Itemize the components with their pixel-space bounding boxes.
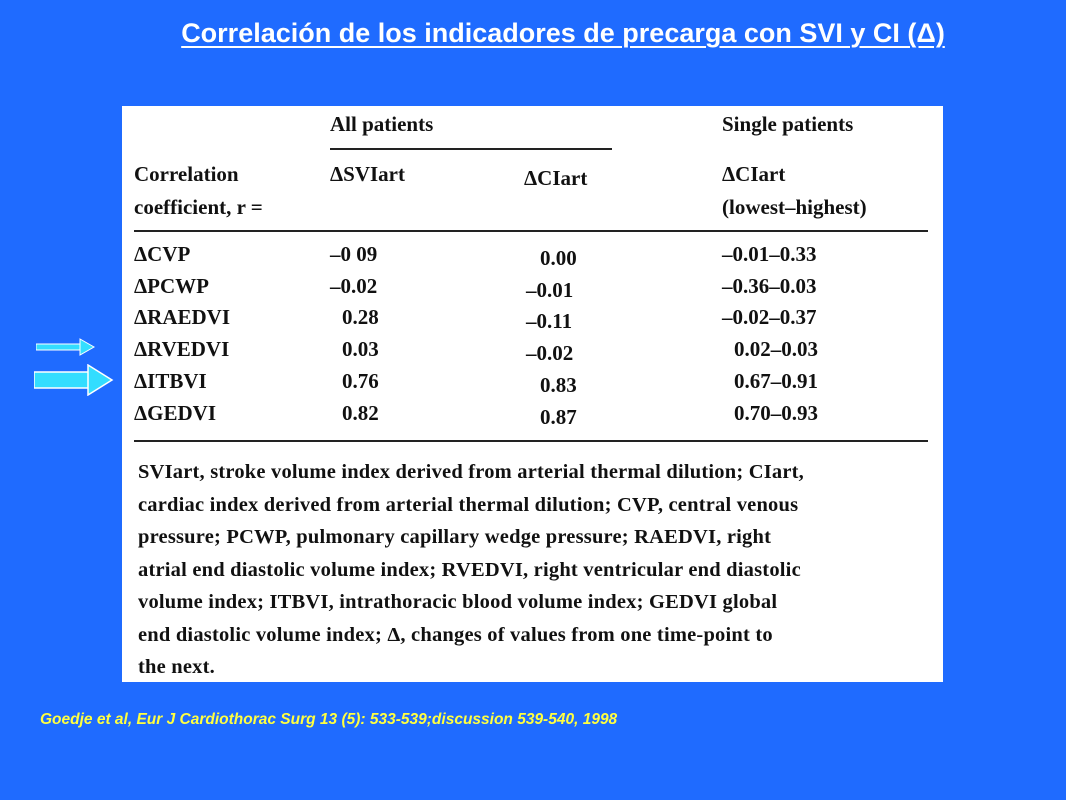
ci-value: –0.01 — [526, 278, 574, 302]
group-header-all-patients: All patients — [330, 112, 434, 136]
svi-value: 0.28 — [342, 305, 379, 329]
footnote-line: the next. — [138, 656, 215, 678]
row-header-label-1: Correlation — [134, 162, 239, 186]
thick-arrow-icon — [34, 364, 114, 396]
footnote-line: cardiac index derived from arterial ther… — [138, 493, 799, 516]
footnote-line: pressure; PCWP, pulmonary capillary wedg… — [138, 526, 772, 548]
group-header-single-patients: Single patients — [722, 112, 854, 136]
ci-value: 0.83 — [540, 373, 577, 397]
citation: Goedje et al, Eur J Cardiothorac Surg 13… — [40, 711, 618, 728]
ci-value: 0.00 — [540, 246, 577, 270]
svi-value: 0.03 — [342, 337, 379, 361]
col-header-ci-single: ΔCIart — [722, 162, 786, 186]
range-value: 0.02–0.03 — [734, 337, 818, 361]
group-rule — [330, 148, 612, 150]
footnote-line: end diastolic volume index; Δ, changes o… — [138, 623, 773, 646]
row-label: ΔRVEDVI — [134, 337, 230, 361]
svi-value: –0 09 — [330, 242, 378, 266]
svi-value: 0.76 — [342, 369, 379, 393]
range-value: –0.02–0.37 — [722, 305, 817, 329]
row-label: ΔCVP — [134, 242, 191, 266]
row-label: ΔPCWP — [134, 274, 209, 298]
header-rule — [134, 230, 928, 232]
range-value: –0.36–0.03 — [722, 274, 817, 298]
range-value: 0.67–0.91 — [734, 369, 818, 393]
range-value: –0.01–0.33 — [722, 242, 817, 266]
footnote-line: atrial end diastolic volume index; RVEDV… — [138, 558, 801, 581]
svi-value: –0.02 — [330, 274, 378, 298]
table-footnote: SVIart, stroke volume index derived from… — [138, 456, 938, 684]
svi-value: 0.82 — [342, 401, 379, 425]
row-label: ΔITBVI — [134, 369, 207, 393]
ci-value: –0.02 — [526, 341, 574, 365]
correlation-table: All patients Single patients Correlation… — [122, 106, 943, 682]
ci-value: 0.87 — [540, 405, 577, 429]
slide-title: Correlación de los indicadores de precar… — [181, 18, 945, 48]
row-label: ΔGEDVI — [134, 401, 217, 425]
footnote-line: volume index; ITBVI, intrathoracic blood… — [138, 591, 778, 613]
row-label: ΔRAEDVI — [134, 305, 231, 329]
thin-arrow-icon — [36, 338, 96, 356]
row-header-label-2: coefficient, r = — [134, 195, 263, 219]
ci-value: –0.11 — [526, 309, 573, 333]
bottom-rule — [134, 440, 928, 442]
col-header-svi: ΔSVIart — [330, 162, 405, 186]
footnote-line: SVIart, stroke volume index derived from… — [138, 461, 804, 483]
range-value: 0.70–0.93 — [734, 401, 818, 425]
col-header-range: (lowest–highest) — [722, 195, 867, 219]
col-header-ci: ΔCIart — [524, 166, 588, 190]
